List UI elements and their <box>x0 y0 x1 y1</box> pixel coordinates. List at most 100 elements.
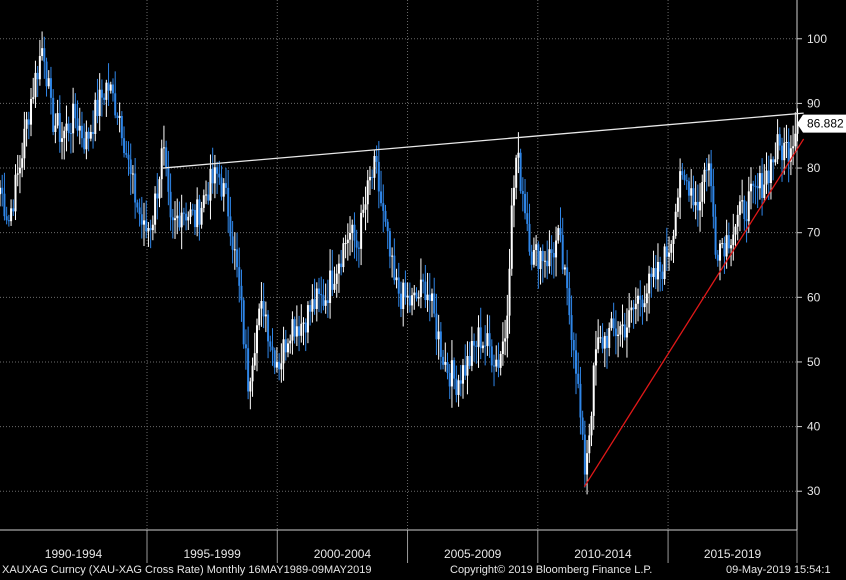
candle-body <box>614 328 617 337</box>
candle-body <box>309 305 312 312</box>
candle-body <box>191 209 194 211</box>
candle-body <box>727 235 730 249</box>
candle-body <box>462 365 465 384</box>
candle-body <box>404 282 407 298</box>
candle-body <box>247 348 250 392</box>
candle-body <box>284 339 287 353</box>
candle-body <box>286 343 289 353</box>
candle-body <box>539 250 542 270</box>
candle-body <box>528 223 531 252</box>
candle-body <box>767 170 770 184</box>
candle-body <box>289 340 292 344</box>
candle-body <box>776 134 779 160</box>
candle-body <box>714 216 717 255</box>
candle-body <box>411 295 414 306</box>
candle-body <box>342 243 345 268</box>
candle-body <box>145 220 148 232</box>
candle-body <box>439 331 442 357</box>
candle-body <box>320 294 323 296</box>
candle-body <box>703 169 706 182</box>
candle-body <box>537 244 540 270</box>
candle-body <box>65 123 68 131</box>
candle-body <box>555 240 558 258</box>
candle-body <box>557 228 560 241</box>
candle-body <box>27 119 30 125</box>
candle-body <box>486 333 489 346</box>
candle-body <box>92 131 95 134</box>
x-tick-label: 2010-2014 <box>574 547 632 561</box>
candle-body <box>481 345 484 349</box>
candle-body <box>475 345 478 347</box>
candle-body <box>552 252 555 258</box>
candle-body <box>736 214 739 227</box>
candle-body <box>574 350 577 374</box>
candle-body <box>120 116 123 139</box>
candle-body <box>43 48 46 62</box>
candle-body <box>118 116 121 118</box>
candle-body <box>515 157 518 188</box>
candle-body <box>10 208 13 222</box>
candle-body <box>470 341 473 366</box>
candle-body <box>364 204 367 210</box>
candle-body <box>142 220 145 225</box>
candle-body <box>85 131 88 150</box>
candle-body <box>151 224 154 231</box>
candle-body <box>49 78 52 98</box>
candle-body <box>656 261 659 280</box>
candle-body <box>329 270 332 303</box>
candle-body <box>322 295 325 306</box>
candle-body <box>608 327 611 348</box>
candle-body <box>477 327 480 347</box>
candle-body <box>435 313 438 340</box>
candle-body <box>665 246 668 257</box>
candle-body <box>107 82 110 91</box>
candle-body <box>424 281 427 301</box>
candle-body <box>76 118 79 131</box>
candle-body <box>300 323 303 336</box>
candle-body <box>138 207 141 215</box>
candle-body <box>131 173 134 175</box>
candle-body <box>162 147 165 149</box>
candle-body <box>758 173 761 189</box>
candle-body <box>450 360 453 387</box>
candle-body <box>572 339 575 351</box>
candle-body <box>530 251 533 265</box>
candle-body <box>280 363 283 370</box>
footer-bar: XAUXAG Curncy (XAU-XAG Cross Rate) Month… <box>0 563 846 580</box>
candle-body <box>670 243 673 253</box>
candle-body <box>756 186 759 189</box>
candle-body <box>577 373 580 384</box>
candle-body <box>222 183 225 197</box>
candle-body <box>792 146 795 149</box>
candle-body <box>333 283 336 290</box>
candle-body <box>747 191 750 222</box>
y-tick-label: 60 <box>807 290 821 304</box>
candle-body <box>114 93 117 116</box>
candle-body <box>207 194 210 201</box>
candle-body <box>548 249 551 267</box>
candle-body <box>391 255 394 257</box>
candle-body <box>34 72 37 98</box>
candle-body <box>785 141 788 143</box>
candle-body <box>617 334 620 337</box>
candle-body <box>408 295 411 306</box>
candle-body <box>41 48 44 57</box>
candle-body <box>781 145 784 161</box>
candle-body <box>89 131 92 139</box>
candle-body <box>592 365 595 416</box>
candle-body <box>382 203 385 211</box>
candle-body <box>761 173 764 198</box>
candle-body <box>7 220 10 222</box>
candle-body <box>182 212 185 214</box>
last-price-label: 86.882 <box>807 117 844 131</box>
candle-body <box>340 263 343 268</box>
candle-body <box>271 346 274 351</box>
candle-body <box>160 148 163 180</box>
candle-body <box>355 240 358 248</box>
candle-body <box>623 324 626 338</box>
candle-body <box>676 197 679 212</box>
candle-body <box>550 249 553 253</box>
candle-body <box>710 163 713 187</box>
candle-body <box>690 188 693 196</box>
y-tick-label: 100 <box>807 32 827 46</box>
